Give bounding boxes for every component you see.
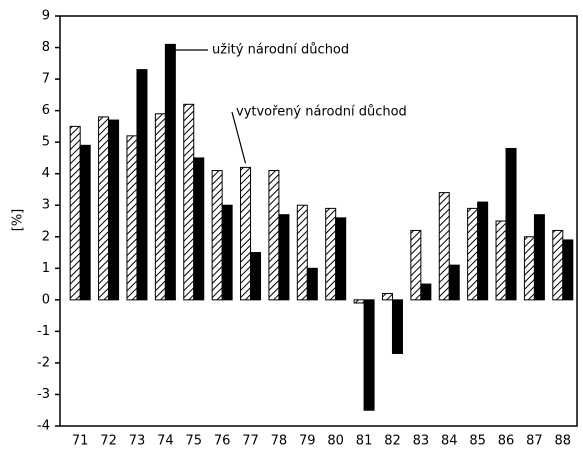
bar [250, 252, 262, 301]
y-tick-label: 0 [42, 292, 50, 307]
bar [164, 43, 176, 301]
bar [467, 207, 479, 301]
y-tick-label: 1 [42, 261, 50, 276]
bar [448, 264, 460, 301]
bar [420, 283, 432, 301]
x-tick-label: 80 [327, 434, 344, 449]
legend-label: užitý národní důchod [212, 43, 349, 58]
bar [221, 204, 233, 301]
bar [98, 116, 110, 301]
bar [183, 103, 195, 301]
bar [306, 267, 318, 301]
bar [108, 119, 120, 301]
bar [154, 113, 166, 301]
x-tick-label: 88 [555, 434, 572, 449]
x-tick-label: 83 [413, 434, 430, 449]
annotation-leader [231, 111, 247, 164]
x-tick-label: 75 [185, 434, 202, 449]
y-tick-label: 8 [42, 40, 50, 55]
bar [193, 157, 205, 301]
y-tick-label: -1 [37, 324, 50, 339]
y-tick-label: 9 [42, 9, 50, 24]
bar [438, 192, 450, 301]
plot-frame [59, 15, 578, 427]
y-tick-label: 4 [42, 166, 50, 181]
y-tick-label: -3 [37, 387, 50, 402]
bar [477, 201, 489, 301]
bar [391, 299, 403, 354]
bar [552, 229, 564, 301]
bar [363, 299, 375, 411]
bar [353, 299, 365, 304]
bar [410, 229, 422, 301]
x-tick-label: 74 [157, 434, 174, 449]
x-tick-label: 72 [100, 434, 117, 449]
bar [381, 293, 393, 301]
bar [79, 144, 91, 301]
bar [296, 204, 308, 301]
y-tick-label: 3 [42, 198, 50, 213]
x-tick-label: 81 [356, 434, 373, 449]
bar [126, 135, 138, 301]
x-tick-label: 73 [129, 434, 146, 449]
y-tick-label: 7 [42, 72, 50, 87]
bar [523, 236, 535, 301]
x-tick-label: 85 [469, 434, 486, 449]
bar [211, 170, 223, 301]
y-tick-label: 5 [42, 135, 50, 150]
y-tick-label: 6 [42, 103, 50, 118]
bar [505, 147, 517, 301]
bar [495, 220, 507, 301]
bar [325, 207, 337, 301]
x-tick-label: 87 [526, 434, 543, 449]
y-tick-label: -2 [37, 355, 50, 370]
bar [136, 69, 148, 301]
x-tick-label: 79 [299, 434, 316, 449]
bar [335, 217, 347, 301]
x-tick-label: 86 [498, 434, 515, 449]
legend-label: vytvořený národní důchod [236, 105, 407, 120]
bar [268, 170, 280, 301]
x-tick-label: 71 [72, 434, 89, 449]
bar [562, 239, 574, 301]
x-tick-label: 76 [214, 434, 231, 449]
bar [533, 214, 545, 301]
y-axis-label: [%] [11, 209, 26, 232]
x-tick-label: 78 [271, 434, 288, 449]
bar [278, 214, 290, 301]
bar [69, 125, 81, 301]
x-tick-label: 82 [384, 434, 401, 449]
y-tick-label: -4 [37, 419, 50, 434]
x-tick-label: 77 [242, 434, 259, 449]
y-tick-label: 2 [42, 229, 50, 244]
x-tick-label: 84 [441, 434, 458, 449]
bar [240, 166, 252, 301]
